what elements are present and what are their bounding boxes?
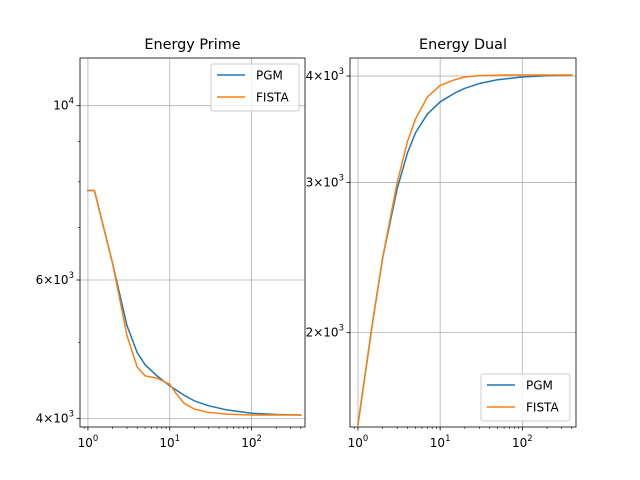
legend-label-pgm: PGM — [526, 379, 553, 393]
axes-frame — [349, 57, 577, 428]
legend: PGM FISTA — [210, 63, 300, 112]
series-line-fista — [87, 189, 302, 416]
subplot-energy-prime: 100 101 102 4×103 6×103 104 Energy Prime PGM … — [36, 37, 306, 450]
x-tick-label: 101 — [159, 434, 180, 450]
x-tick-label: 100 — [348, 434, 369, 450]
axes-frame — [79, 57, 306, 428]
chart-title: Energy Prime — [144, 37, 240, 53]
tick-marks — [346, 75, 573, 431]
subplot-energy-dual: 100 101 102 2×103 3×103 4×103 Energy Dual PGM… — [306, 37, 577, 450]
x-tick-label: 101 — [430, 434, 451, 450]
series-lines — [357, 74, 573, 426]
legend-label-fista: FISTA — [256, 91, 289, 105]
tick-marks — [76, 105, 302, 431]
legend-label-pgm: PGM — [256, 69, 283, 83]
y-tick-label: 4×103 — [36, 409, 74, 425]
y-tick-label: 4×103 — [306, 67, 344, 83]
legend-label-fista: FISTA — [526, 401, 559, 415]
series-line-fista — [357, 74, 573, 426]
tick-labels: 100 101 102 2×103 3×103 4×103 — [306, 67, 533, 450]
tick-labels: 100 101 102 4×103 6×103 104 — [36, 97, 262, 450]
y-tick-label: 104 — [53, 97, 74, 113]
legend: PGM FISTA — [480, 373, 571, 422]
grid — [350, 58, 576, 427]
x-tick-label: 100 — [78, 434, 99, 450]
x-tick-label: 102 — [512, 434, 533, 450]
y-tick-label: 3×103 — [306, 174, 344, 190]
x-tick-label: 102 — [241, 434, 262, 450]
chart-title: Energy Dual — [419, 37, 507, 53]
y-tick-label: 6×103 — [36, 271, 74, 287]
series-lines — [87, 189, 302, 416]
y-tick-label: 2×103 — [306, 324, 344, 340]
